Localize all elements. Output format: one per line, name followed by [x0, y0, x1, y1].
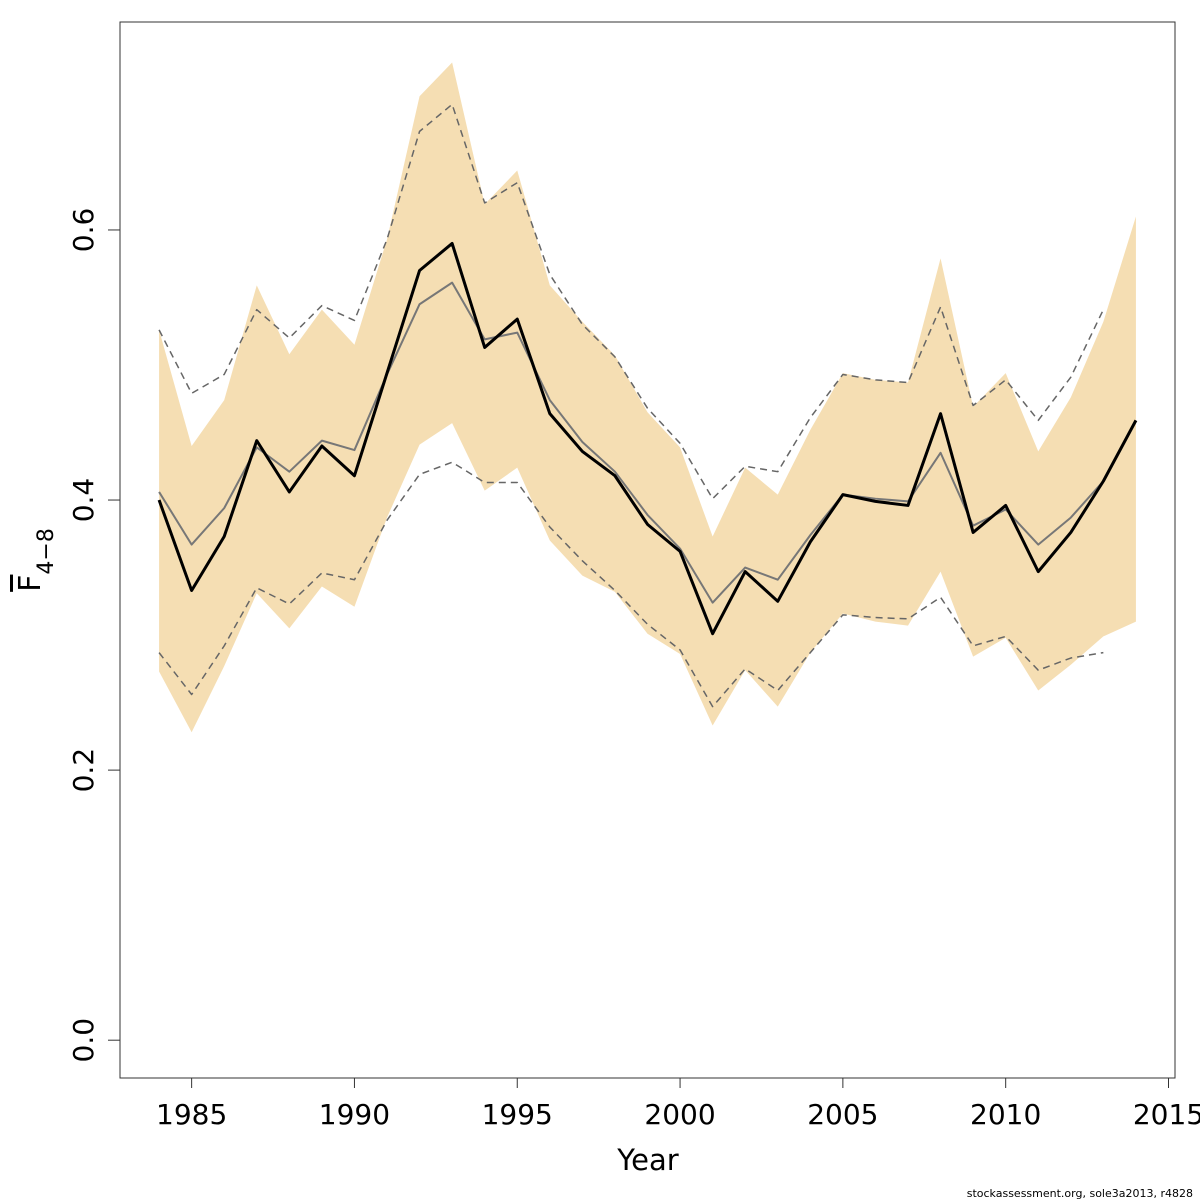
footer: stockassessment.org, sole3a2013, r4828 — [967, 1187, 1193, 1200]
x-tick-label: 2010 — [970, 1098, 1041, 1131]
x-tick-label: 1990 — [319, 1098, 390, 1131]
y-tick-label: 0.2 — [67, 748, 100, 793]
x-tick-label: 1995 — [482, 1098, 553, 1131]
y-axis-label-subscript: 4−8 — [34, 528, 59, 574]
plot-frame — [119, 21, 1176, 1079]
series-line — [157, 241, 1138, 636]
x-tick-label: 2015 — [1133, 1098, 1200, 1131]
series-line — [158, 103, 1105, 500]
x-tick-label: 2000 — [644, 1098, 715, 1131]
y-tick-label: 0.4 — [67, 478, 100, 523]
confidence-band — [159, 62, 1136, 733]
x-tick-label: 1985 — [156, 1098, 227, 1131]
series-line — [158, 281, 1105, 604]
y-tick-label: 0.6 — [67, 208, 100, 253]
y-axis-label: F4−8 — [13, 528, 59, 592]
y-axis-label-main: F — [13, 575, 48, 592]
x-tick-label: 2005 — [807, 1098, 878, 1131]
x-axis-label: Year — [616, 1143, 678, 1177]
y-tick-label: 0.0 — [67, 1018, 100, 1063]
